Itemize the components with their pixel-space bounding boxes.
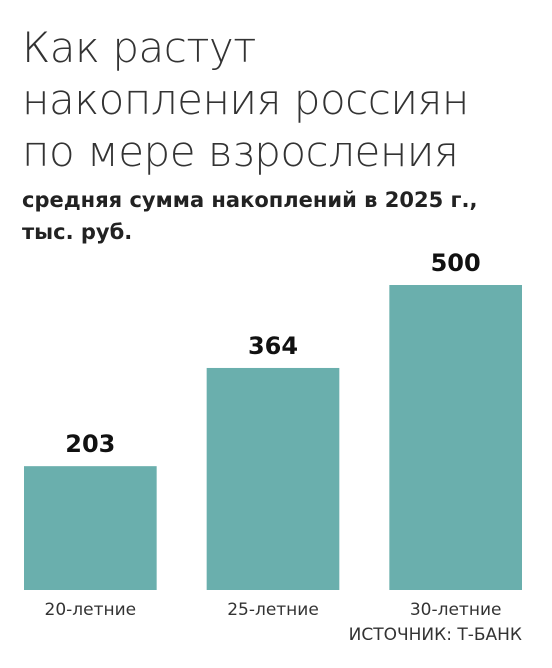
x-tick-label: 30-летние [410,600,502,620]
source: ИСТОЧНИК: Т-БАНК [349,625,522,645]
value-label: 203 [65,430,115,458]
chart-title: Как растут накопления россиян по мере вз… [22,23,469,176]
x-tick-label: 25-летние [227,600,319,620]
x-tick-label: 20-летние [45,600,137,620]
value-label: 364 [248,332,298,360]
value-label: 500 [431,249,481,277]
bar [389,285,522,590]
chart-subtitle: средняя сумма накоплений в 2025 г., тыс.… [22,188,478,244]
bar [206,367,340,590]
bar [24,466,157,590]
